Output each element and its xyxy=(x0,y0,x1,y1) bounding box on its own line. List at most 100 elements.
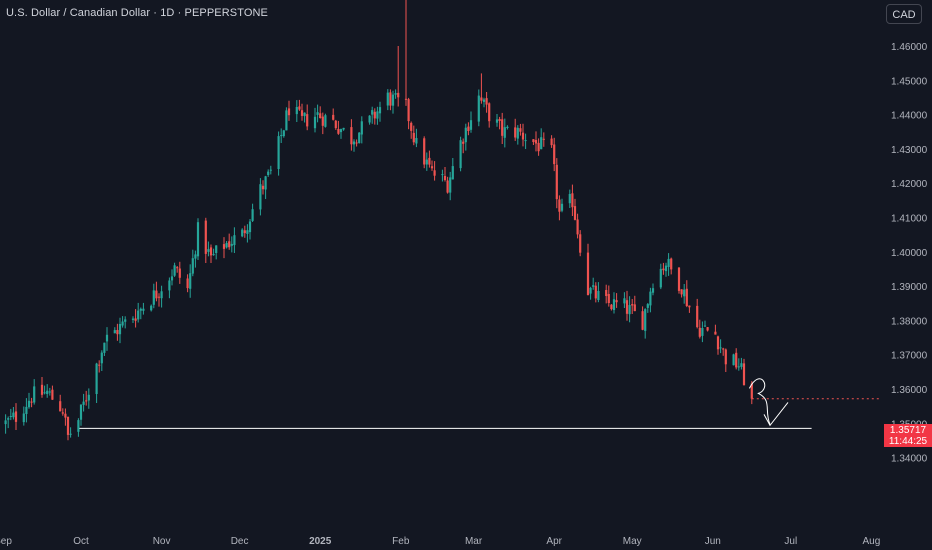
arrow-annotation[interactable] xyxy=(748,378,771,425)
candle-body xyxy=(628,305,631,315)
candle-body xyxy=(415,138,418,144)
candle xyxy=(433,161,436,181)
candle xyxy=(628,296,631,323)
candle xyxy=(532,139,535,145)
candle xyxy=(4,414,7,434)
candle xyxy=(462,138,465,154)
candle xyxy=(477,89,480,127)
candle-body xyxy=(61,412,64,414)
candle-body xyxy=(334,120,337,129)
candle xyxy=(612,292,616,314)
candle-body xyxy=(300,110,304,116)
candle xyxy=(98,360,101,373)
candle xyxy=(688,305,691,313)
candle xyxy=(519,123,522,136)
candle-body xyxy=(277,136,280,169)
candle xyxy=(459,136,462,172)
candle-body xyxy=(212,254,215,256)
candle-body xyxy=(688,305,691,308)
candle-body xyxy=(25,406,28,414)
candle-body xyxy=(46,390,49,394)
candle-body xyxy=(233,235,236,246)
candle xyxy=(196,218,200,260)
candle-body xyxy=(555,164,558,200)
candle xyxy=(501,112,504,144)
candle-body xyxy=(22,413,25,423)
candle-body xyxy=(724,349,727,365)
candle xyxy=(27,392,31,409)
candle xyxy=(285,107,288,131)
candle-body xyxy=(137,310,140,320)
candle xyxy=(425,152,428,171)
candle-body xyxy=(355,142,358,144)
candle-body xyxy=(586,252,590,295)
currency-button[interactable]: CAD xyxy=(886,4,922,24)
candle xyxy=(9,408,12,421)
candle xyxy=(142,302,145,315)
price-tick-label: 1.45000 xyxy=(891,76,928,87)
candle xyxy=(100,350,103,371)
candle-body xyxy=(160,291,163,299)
candle xyxy=(118,317,122,344)
candle xyxy=(498,116,501,130)
candle-body xyxy=(105,334,109,342)
candle xyxy=(339,128,343,139)
candle-body xyxy=(51,389,54,400)
candle-body xyxy=(251,209,254,221)
candle-body xyxy=(449,177,452,193)
time-tick-label: Dec xyxy=(231,536,249,547)
candle xyxy=(633,295,636,312)
candle xyxy=(173,262,176,277)
candle-body xyxy=(503,127,506,138)
candle-body xyxy=(391,94,395,106)
chart-title: U.S. Dollar / Canadian Dollar · 1D · PEP… xyxy=(6,7,268,19)
candle xyxy=(542,132,545,147)
candle-body xyxy=(701,328,704,336)
candle xyxy=(168,277,171,299)
candle xyxy=(428,150,431,168)
candle-body xyxy=(360,121,363,135)
candle-body xyxy=(204,220,207,254)
candle xyxy=(139,307,142,320)
candle-body xyxy=(597,291,600,300)
candle-body xyxy=(464,127,467,143)
candle-body xyxy=(121,321,124,326)
candle xyxy=(360,116,363,144)
candle xyxy=(33,379,36,405)
candle-body xyxy=(706,327,709,331)
candle-body xyxy=(495,119,499,123)
candle xyxy=(25,398,28,423)
candle-body xyxy=(430,166,434,169)
candle-body xyxy=(625,300,629,314)
candle xyxy=(488,102,491,128)
candle xyxy=(742,358,746,386)
candle-body xyxy=(532,139,535,142)
candle xyxy=(79,404,83,426)
candle xyxy=(735,348,738,370)
candle xyxy=(85,390,88,406)
candle xyxy=(568,189,571,208)
candle-body xyxy=(150,305,153,311)
candle-body xyxy=(246,230,249,234)
candle xyxy=(482,97,486,108)
candle-body xyxy=(397,92,400,98)
candle xyxy=(394,89,397,99)
candle xyxy=(137,302,140,323)
time-tick-label: Apr xyxy=(546,536,562,547)
time-tick-label: Jun xyxy=(705,536,721,547)
candle xyxy=(467,122,470,136)
candle xyxy=(342,127,345,131)
candle xyxy=(495,114,499,127)
candle xyxy=(358,132,361,144)
candle xyxy=(506,125,509,130)
candle-body xyxy=(389,92,392,106)
candle xyxy=(95,362,98,403)
time-axis[interactable]: Sep Oct Nov Dec 2025 Feb Mar Apr May Jun Jul Aug xyxy=(0,536,880,547)
candle-body xyxy=(194,254,197,259)
candle xyxy=(124,316,127,329)
candle xyxy=(243,225,246,238)
candle-body xyxy=(142,308,145,311)
arrow-head xyxy=(763,402,789,427)
candle xyxy=(134,309,137,328)
